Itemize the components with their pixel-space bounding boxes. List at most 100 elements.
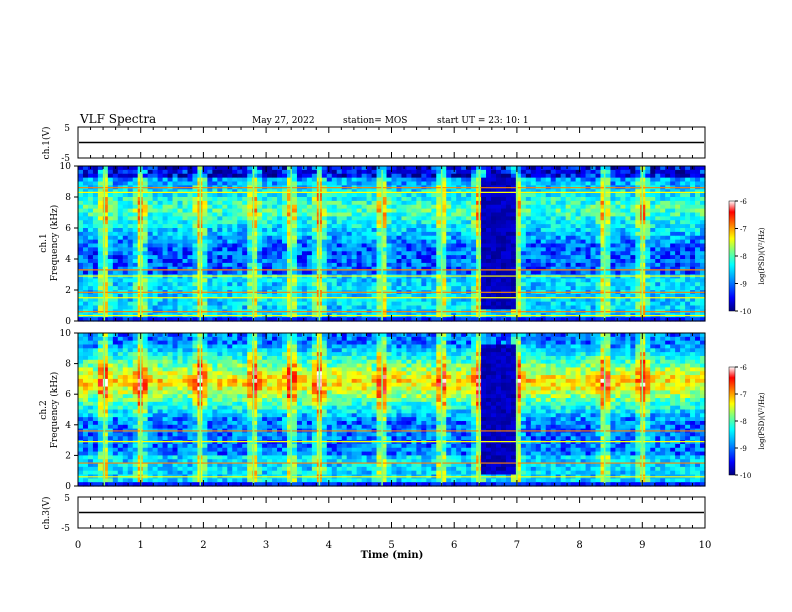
spectrogram-cell	[277, 231, 283, 237]
spectrogram-cell	[645, 278, 651, 283]
spectrogram-cell	[87, 305, 94, 310]
spectrogram-cell	[287, 239, 293, 245]
spectrogram-cell	[565, 228, 572, 233]
spectrogram-cell	[665, 200, 671, 206]
spectrogram-cell	[680, 224, 686, 229]
spectrogram-cell	[456, 301, 462, 307]
spectrogram-cell	[272, 297, 278, 303]
spectrogram-cell	[386, 317, 393, 322]
spectrogram-cell	[102, 189, 109, 194]
spectrogram-cell	[142, 297, 149, 303]
spectrogram-cell	[510, 166, 517, 171]
spectrogram-cell	[167, 262, 174, 268]
spectrogram-cell	[560, 251, 567, 256]
spectrogram-cell	[396, 193, 403, 198]
spectrogram-cell	[97, 270, 104, 276]
spectrogram-cell	[112, 247, 119, 252]
spectrogram-cell	[351, 204, 358, 210]
spectrogram-cell	[466, 224, 472, 229]
spectrogram-cell	[675, 228, 681, 233]
spectrogram-cell	[540, 212, 547, 217]
spectrogram-cell	[525, 189, 532, 194]
spectrogram-cell	[675, 286, 681, 291]
spectrogram-cell	[217, 181, 223, 186]
spectrogram-cell	[525, 177, 532, 183]
spectrogram-cell	[97, 259, 104, 264]
spectrogram-cell	[242, 204, 248, 210]
spectrogram-cell	[346, 282, 353, 287]
spectrogram-cell	[282, 297, 288, 303]
spectrogram-cell	[247, 297, 253, 303]
spectrogram-cell	[252, 239, 258, 245]
spectrogram-cell	[152, 301, 159, 307]
spectrogram-cell	[311, 317, 318, 322]
spectrogram-cell	[515, 197, 522, 202]
spectrogram-cell	[306, 228, 313, 233]
spectrogram-cell	[371, 266, 378, 272]
spectrogram-cell	[451, 251, 457, 256]
spectrogram-cell	[416, 197, 422, 202]
spectrogram-cell	[510, 255, 517, 260]
spectrogram-cell	[505, 189, 512, 194]
spectrogram-cell	[595, 216, 602, 221]
spectrogram-cell	[227, 274, 233, 279]
spectrogram-cell	[650, 228, 656, 233]
spectrogram-cell	[421, 181, 427, 186]
spectrogram-cell	[545, 301, 552, 307]
spectrogram-cell	[287, 216, 293, 221]
spectrogram-cell	[645, 317, 651, 322]
spectrogram-cell	[252, 251, 258, 256]
spectrogram-cell	[272, 247, 278, 252]
spectrogram-cell	[112, 286, 119, 291]
spectrogram-cell	[600, 197, 607, 202]
spectrogram-cell	[272, 231, 278, 237]
spectrogram-cell	[356, 197, 363, 202]
spectrogram-cell	[655, 297, 661, 303]
spectrogram-cell	[267, 177, 273, 183]
spectrogram-cell	[192, 181, 199, 186]
spectrogram-cell	[262, 235, 268, 241]
spectrogram-cell	[336, 181, 343, 186]
spectrogram-cell	[127, 197, 134, 202]
spectrogram-cell	[277, 208, 283, 214]
spectrogram-cell	[416, 169, 422, 175]
spectrogram-cell	[142, 204, 149, 210]
spectrogram-cell	[112, 293, 119, 299]
spectrogram-cell	[157, 274, 164, 279]
spectrogram-cell	[97, 166, 104, 171]
spectrogram-cell	[650, 177, 656, 183]
spectrogram-cell	[431, 231, 437, 237]
spectrogram-cell	[426, 169, 432, 175]
spectrogram-cell	[122, 266, 129, 272]
spectrogram-cell	[132, 301, 139, 307]
spectrogram-cell	[371, 243, 378, 248]
spectrogram-cell	[331, 317, 338, 322]
spectrogram-cell	[436, 216, 442, 221]
spectrogram-cell	[560, 216, 567, 221]
spectrogram-cell	[117, 220, 124, 225]
spectrogram-cell	[172, 204, 179, 210]
spectrogram-cell	[491, 239, 497, 245]
spectrogram-cell	[112, 193, 119, 198]
spectrogram-cell	[277, 173, 283, 179]
spectrogram-cell	[481, 317, 487, 322]
spectrogram-cell	[92, 200, 99, 206]
spectrogram-cell	[371, 262, 378, 268]
spectrogram-cell	[237, 193, 243, 198]
spectrogram-cell	[401, 274, 408, 279]
spectrogram-cell	[212, 228, 218, 233]
spectrogram-cell	[461, 166, 467, 171]
spectrogram-cell	[491, 189, 497, 194]
spectrogram-cell	[172, 270, 179, 276]
spectrogram-cell	[331, 216, 338, 221]
spectrogram-cell	[481, 228, 487, 233]
spectrogram-cell	[222, 212, 228, 217]
spectrogram-cell	[555, 266, 562, 272]
spectrogram-cell	[540, 247, 547, 252]
spectrogram-cell	[287, 208, 293, 214]
spectrogram-cell	[341, 169, 348, 175]
spectrogram-cell	[515, 251, 522, 256]
spectrogram-cell	[590, 177, 597, 183]
spectrogram-cell	[147, 293, 154, 299]
spectrogram-cell	[411, 228, 417, 233]
